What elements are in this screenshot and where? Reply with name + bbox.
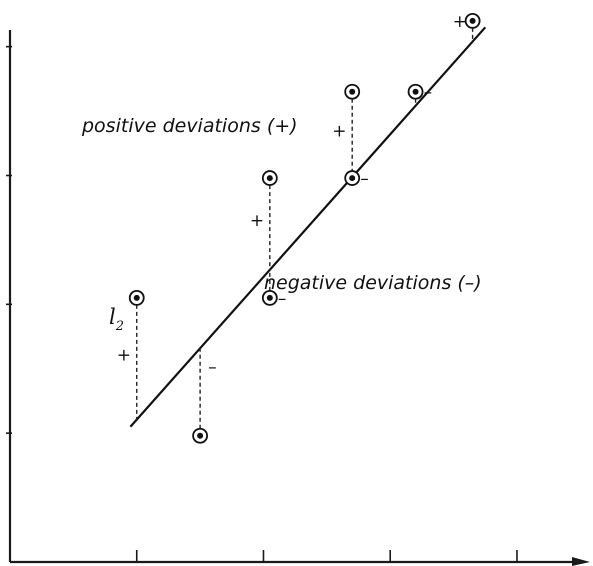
negative-sign: – <box>208 357 217 377</box>
data-point <box>464 12 481 29</box>
data-points <box>128 12 481 444</box>
fit-line-label: l2 <box>109 305 124 334</box>
data-point <box>192 427 209 444</box>
data-point-dot <box>412 88 419 95</box>
fit-line-label-main: l <box>109 305 116 329</box>
fit-line <box>129 26 487 428</box>
positive-sign: + <box>250 211 264 231</box>
data-point <box>407 83 424 100</box>
negative-sign: – <box>278 289 287 309</box>
fit-line-group <box>129 26 487 428</box>
negative-deviations-annotation: negative deviations (–) <box>264 272 482 294</box>
x-axis-arrowhead <box>572 557 590 566</box>
data-point-dot <box>469 17 476 24</box>
positive-sign: + <box>453 12 467 32</box>
data-point <box>261 289 278 306</box>
positive-sign: + <box>117 346 131 366</box>
fit-line-label-subscript: 2 <box>115 319 124 334</box>
data-point <box>261 170 278 186</box>
chart-axes <box>6 30 590 566</box>
positive-deviations-annotation: positive deviations (+) <box>81 115 298 137</box>
data-point <box>344 83 361 100</box>
data-point <box>128 289 145 306</box>
data-point <box>344 170 361 186</box>
deviation-signs: + – – + – + – + <box>117 12 467 377</box>
data-point-dot <box>349 88 356 95</box>
negative-sign: – <box>360 169 369 189</box>
data-point-dot <box>197 432 204 439</box>
data-point-dot <box>266 175 273 182</box>
positive-sign: + <box>332 121 346 141</box>
data-point-dot <box>133 294 140 301</box>
data-point-dot <box>349 175 356 182</box>
data-point-dot <box>266 294 273 301</box>
negative-sign: – <box>424 83 433 103</box>
